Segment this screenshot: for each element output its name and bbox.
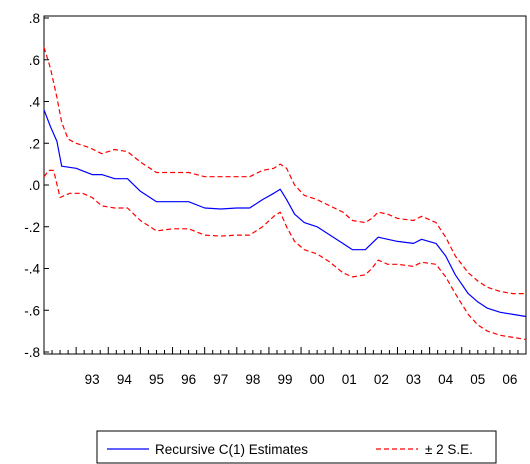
series-upper-band	[43, 47, 526, 295]
y-tick-label: .4	[29, 95, 41, 110]
y-tick-label: .2	[29, 136, 40, 151]
x-tick-label: 96	[181, 372, 196, 387]
x-tick-label: 02	[374, 372, 389, 387]
legend-label-se: ± 2 S.E.	[425, 442, 473, 457]
x-axis: 93 94 95 96 97 98 99 00 01 02 03 04 05 06	[43, 347, 527, 387]
x-tick-label: 04	[438, 372, 454, 387]
y-axis: .8 .6 .4 .2 .0 -.2 -.4 -.6 -.8	[24, 11, 49, 360]
x-tick-label: 05	[470, 372, 485, 387]
x-tick-label: 99	[277, 372, 292, 387]
x-tick-label: 03	[406, 372, 421, 387]
y-tick-label: .0	[29, 178, 40, 193]
x-tick-label: 06	[502, 372, 517, 387]
series-layer	[43, 47, 527, 341]
x-tick-label: 01	[342, 372, 357, 387]
series-lower-band	[43, 169, 527, 341]
x-tick-label: 94	[117, 372, 133, 387]
x-tick-label: 95	[149, 372, 164, 387]
series-recursive-estimates	[43, 109, 527, 318]
plot-frame	[43, 15, 527, 355]
y-tick-label: -.6	[24, 303, 40, 318]
y-tick-label: .6	[29, 53, 40, 68]
x-tick-label: 00	[310, 372, 325, 387]
y-tick-label: -.2	[24, 220, 40, 235]
x-tick-label: 97	[213, 372, 228, 387]
x-tick-label: 93	[85, 372, 100, 387]
y-tick-label: -.4	[24, 262, 40, 277]
y-tick-label: -.8	[24, 345, 40, 360]
legend: Recursive C(1) Estimates ± 2 S.E.	[96, 430, 497, 464]
legend-label-estimates: Recursive C(1) Estimates	[155, 442, 308, 457]
y-tick-label: .8	[29, 11, 40, 26]
legend-box	[96, 430, 497, 464]
x-tick-label: 98	[245, 372, 260, 387]
